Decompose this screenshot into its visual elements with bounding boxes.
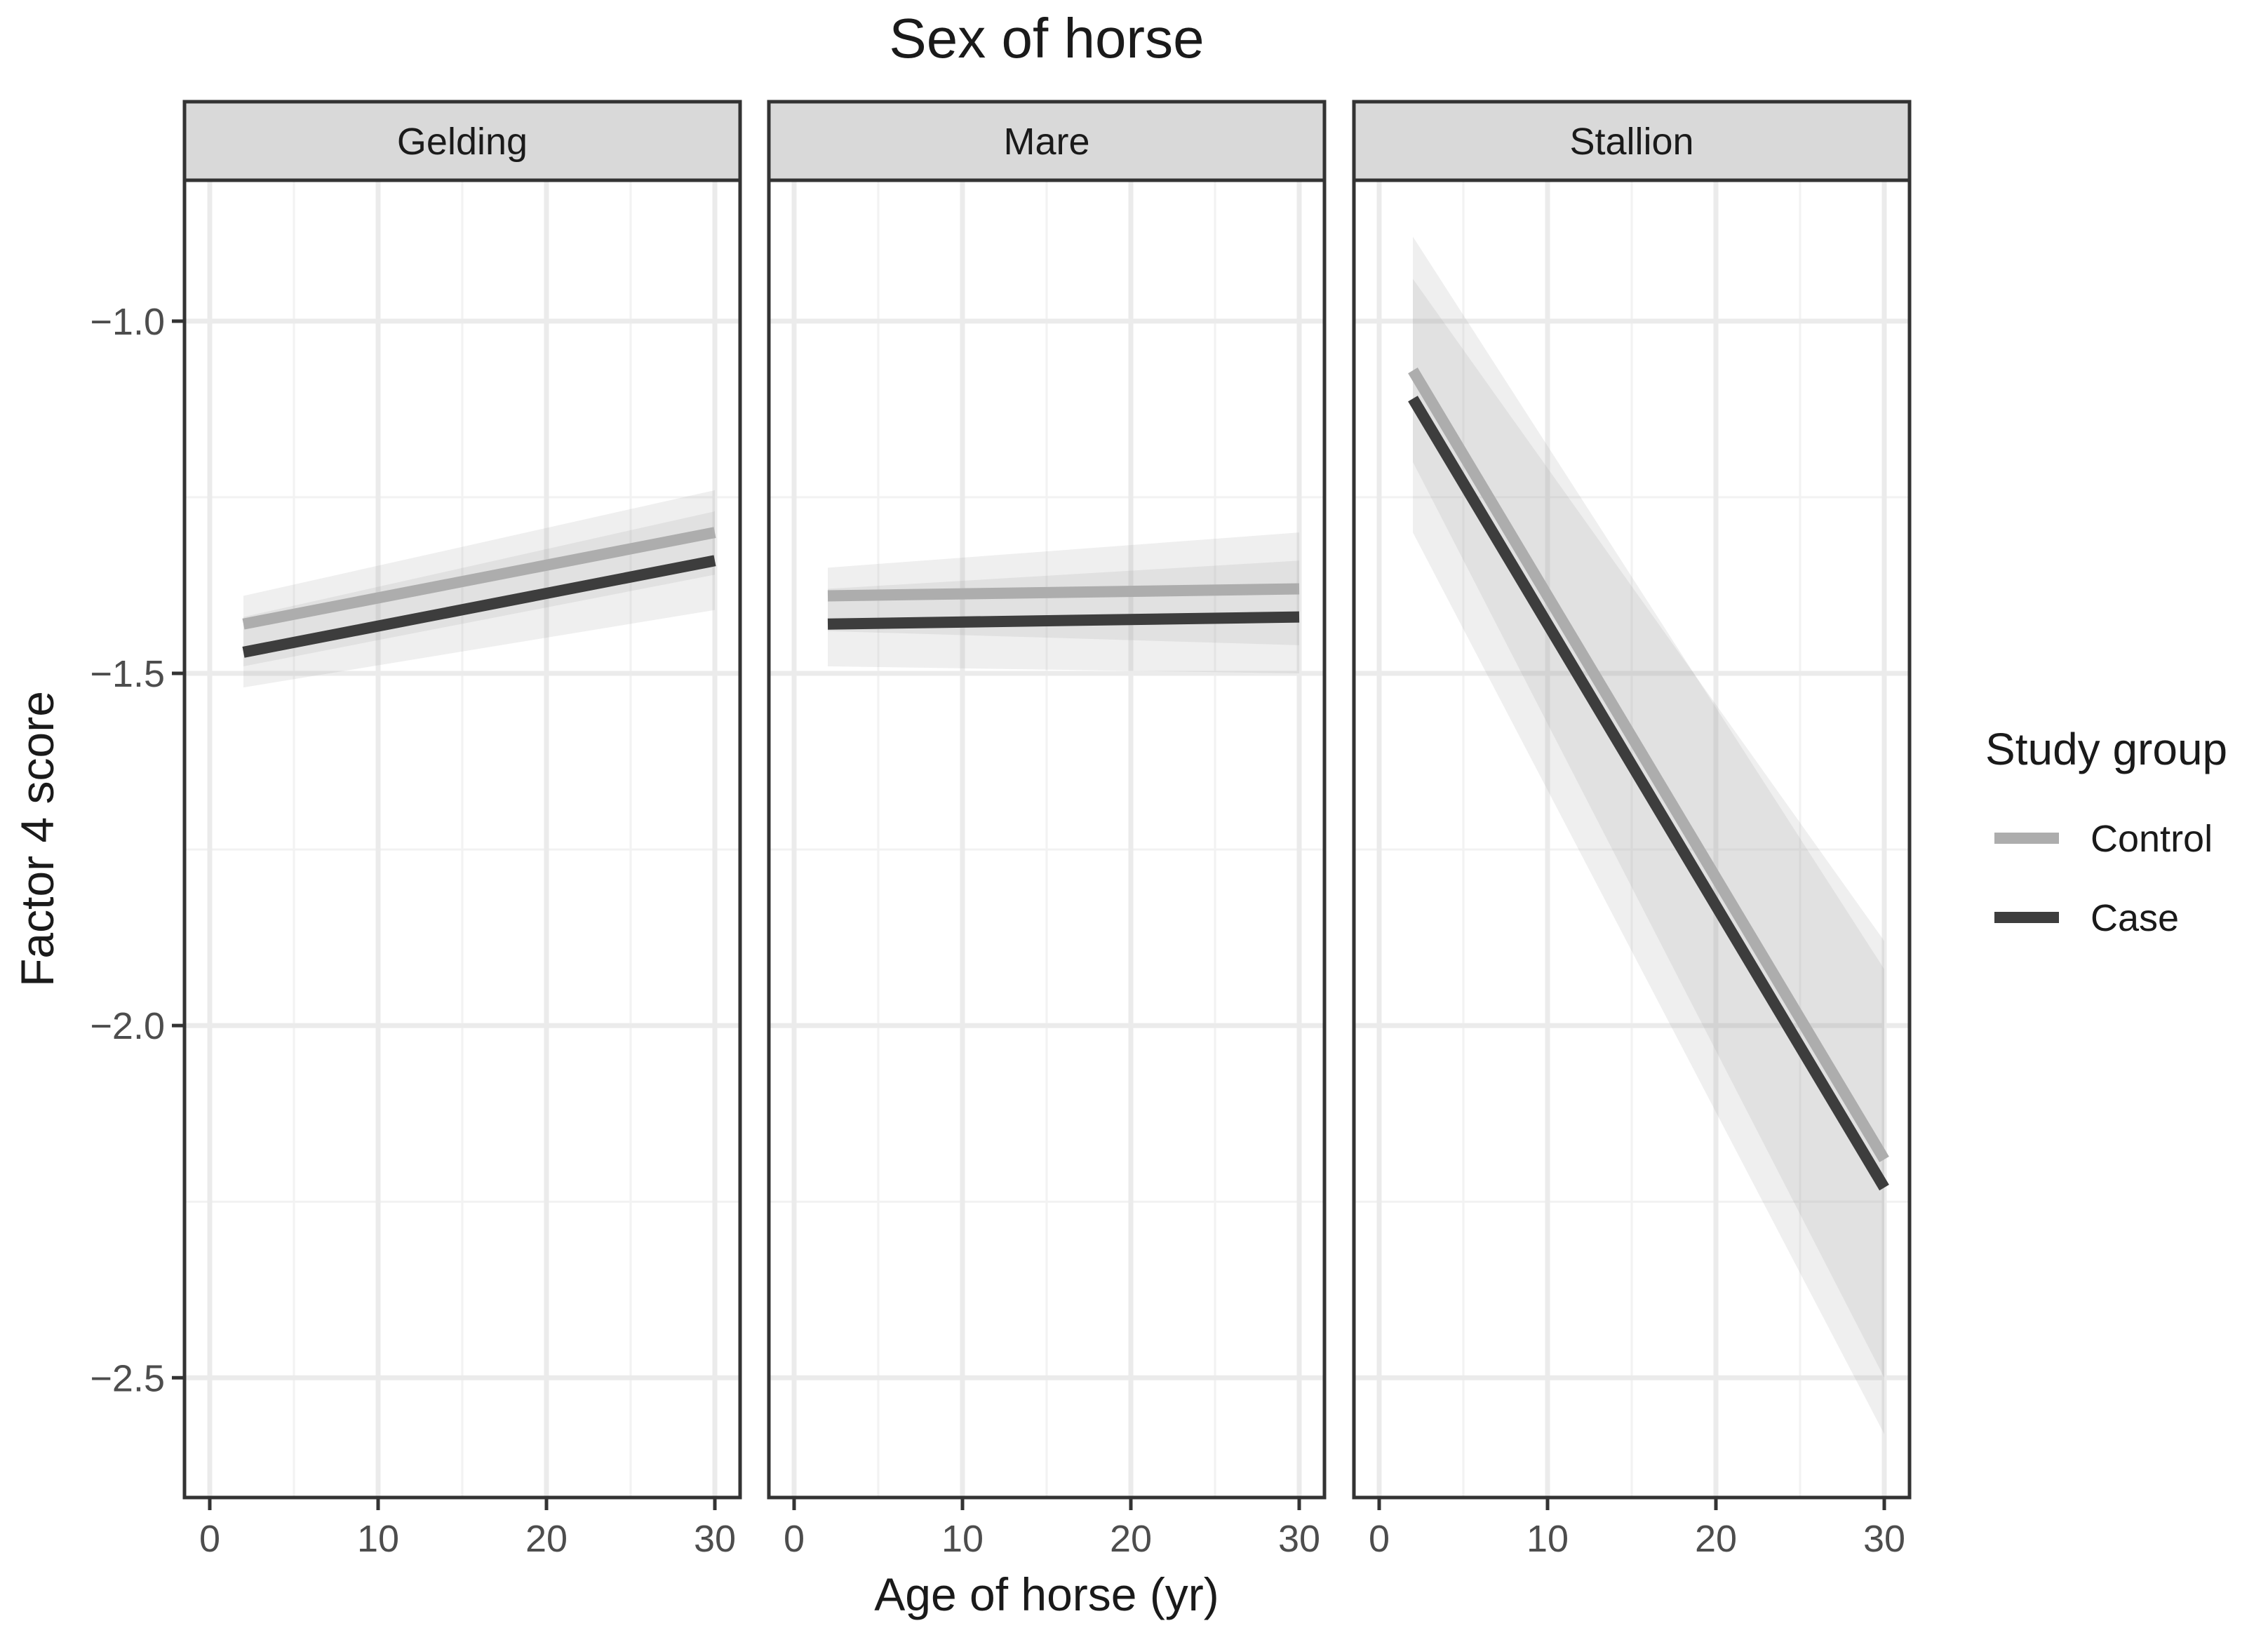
line-control (1408, 368, 1889, 1163)
y-tick-label: −2.0 (90, 1005, 165, 1047)
y-axis: −1.0 −1.5 −2.0 −2.5 (90, 301, 184, 1399)
y-tick-label: −1.5 (90, 653, 165, 695)
line-control (827, 583, 1300, 602)
panel-stallion: Stallion 0 10 20 30 (1352, 100, 1912, 1560)
strip-label: Gelding (397, 121, 528, 163)
legend-label-case: Case (2091, 897, 2179, 939)
line-case (242, 555, 716, 658)
y-tick-label: −1.0 (90, 301, 165, 343)
x-tick-label: 10 (357, 1518, 399, 1560)
panel-gelding: Gelding 0 10 20 30 (182, 100, 742, 1560)
legend-title: Study group (1985, 724, 2227, 774)
panels: Gelding 0 10 20 30 Mare 0 10 20 30 Stallion 0 10 20 30 (182, 100, 1912, 1560)
x-tick-label: 0 (1369, 1518, 1390, 1560)
line-case (1408, 396, 1889, 1191)
ci-band-case (1413, 236, 1884, 1434)
line-control (242, 527, 716, 630)
strip-background (1352, 100, 1912, 182)
x-tick-label: 30 (1863, 1518, 1905, 1560)
x-tick-label: 20 (1110, 1518, 1152, 1560)
y-axis-title: Factor 4 score (11, 691, 63, 987)
legend: Study group Control Case (1985, 724, 2227, 939)
strip-label: Stallion (1569, 121, 1693, 163)
line-case (827, 611, 1300, 630)
legend-label-control: Control (2091, 818, 2213, 860)
x-tick-label: 10 (941, 1518, 984, 1560)
strip-label: Mare (1003, 121, 1089, 163)
ci-band-control (1413, 278, 1884, 1378)
chart-title: Sex of horse (889, 7, 1204, 69)
x-axis-title: Age of horse (yr) (874, 1568, 1219, 1620)
strip-background (767, 100, 1327, 182)
x-tick-label: 20 (1695, 1518, 1737, 1560)
x-tick-label: 30 (694, 1518, 736, 1560)
y-tick-label: −2.5 (90, 1357, 165, 1399)
x-tick-label: 0 (784, 1518, 805, 1560)
x-tick-label: 10 (1526, 1518, 1569, 1560)
x-tick-label: 0 (199, 1518, 220, 1560)
x-tick-label: 30 (1278, 1518, 1320, 1560)
strip-background (182, 100, 742, 182)
x-tick-label: 20 (525, 1518, 568, 1560)
panel-mare: Mare 0 10 20 30 (767, 100, 1327, 1560)
